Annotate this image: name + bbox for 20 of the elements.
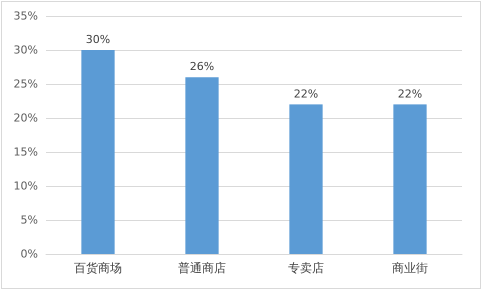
y-tick-label: 35%: [14, 10, 38, 22]
y-tick-label: 30%: [14, 44, 38, 56]
data-label: 22%: [398, 87, 422, 100]
x-tick-label: 专卖店: [288, 261, 324, 275]
y-tick-label: 15%: [14, 146, 38, 158]
bar: [185, 77, 219, 254]
data-label: 22%: [294, 87, 318, 100]
y-tick-label: 0%: [20, 248, 38, 260]
bar: [393, 104, 427, 254]
data-label: 30%: [86, 33, 110, 46]
data-label: 26%: [190, 60, 214, 74]
bar: [81, 50, 115, 254]
y-tick-label: 10%: [14, 180, 38, 192]
x-tick-label: 商业街: [392, 261, 428, 275]
y-tick-label: 5%: [20, 214, 38, 226]
x-tick-label: 普通商店: [178, 261, 226, 275]
x-tick-label: 百货商场: [74, 261, 122, 275]
y-tick-label: 20%: [14, 112, 38, 124]
y-tick-label: 25%: [14, 78, 38, 90]
bar: [289, 104, 323, 254]
